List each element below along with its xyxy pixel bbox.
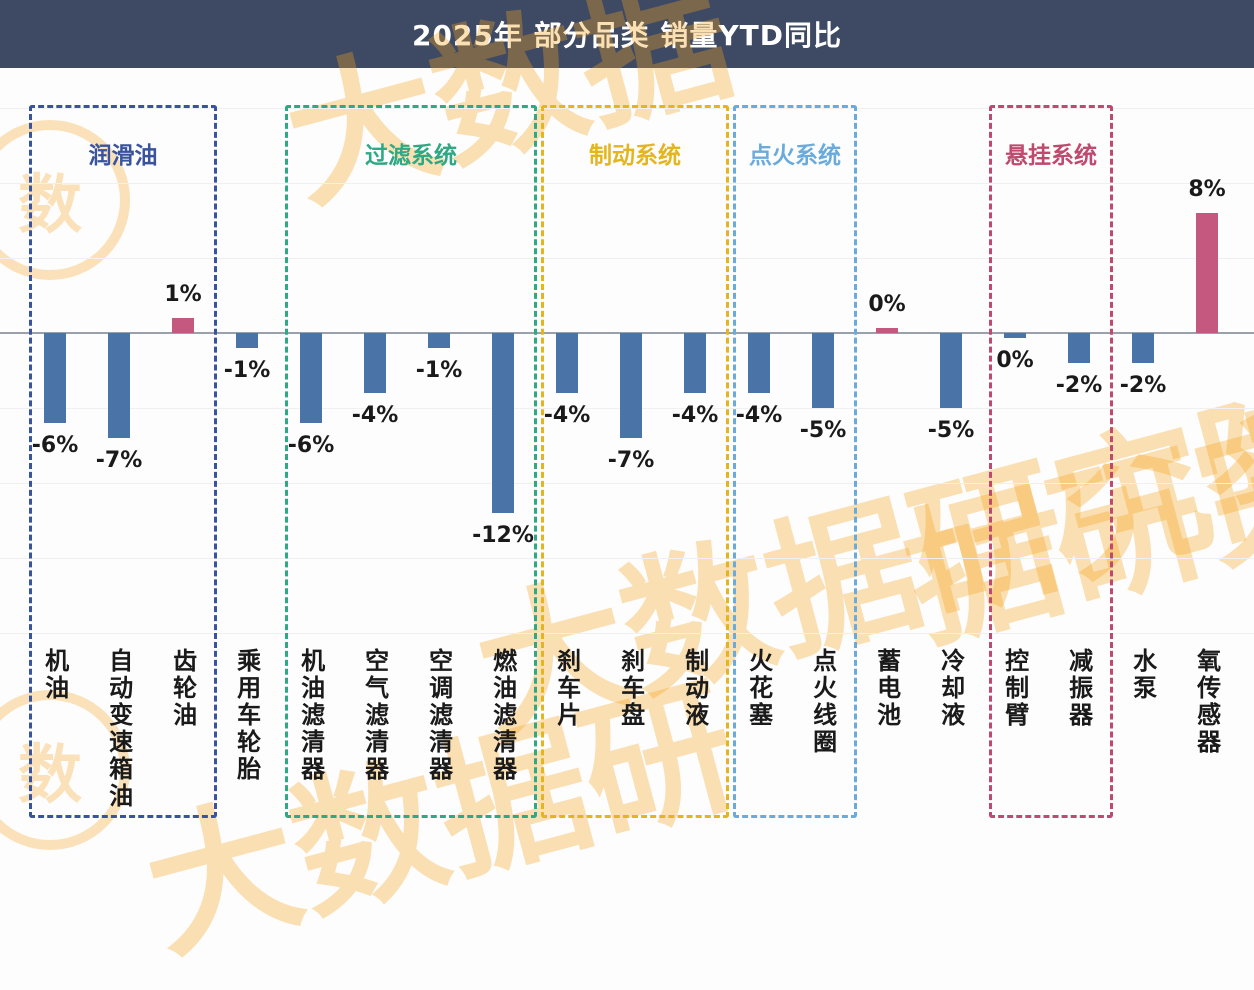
- bar-value-label: -4%: [351, 403, 399, 428]
- bar-value-label: -5%: [799, 418, 847, 443]
- category-label: 冷却液: [936, 648, 965, 729]
- bar: [364, 333, 386, 393]
- bar-value-label: -6%: [287, 433, 335, 458]
- category-label: 火花塞: [744, 648, 773, 729]
- gridline: [0, 108, 1254, 109]
- category-label: 减振器: [1064, 648, 1093, 729]
- bar: [940, 333, 962, 408]
- bar-value-label: -12%: [472, 523, 534, 548]
- bar: [812, 333, 834, 408]
- bar: [108, 333, 130, 438]
- category-label: 刹车片: [552, 648, 581, 729]
- category-label: 空调滤清器: [424, 648, 453, 783]
- bar-value-label: -2%: [1119, 373, 1167, 398]
- bar: [44, 333, 66, 423]
- bar: [1068, 333, 1090, 363]
- bar: [1004, 333, 1026, 338]
- category-label: 乘用车轮胎: [232, 648, 261, 783]
- bar-value-label: 1%: [164, 282, 202, 307]
- bar: [1132, 333, 1154, 363]
- group-label: 过滤系统: [365, 143, 457, 169]
- category-label: 刹车盘: [616, 648, 645, 729]
- category-label: 机油: [40, 648, 69, 702]
- bar: [236, 333, 258, 348]
- page-title: 2025年 部分品类 销量YTD同比: [411, 19, 843, 52]
- group-box: 点火系统: [733, 105, 857, 818]
- bar-value-label: -4%: [671, 403, 719, 428]
- bar: [556, 333, 578, 393]
- bar-value-label: 8%: [1188, 177, 1226, 202]
- category-label: 燃油滤清器: [488, 648, 517, 783]
- group-label: 点火系统: [749, 143, 841, 169]
- category-label: 机油滤清器: [296, 648, 325, 783]
- bar-value-label: -6%: [31, 433, 79, 458]
- bar: [1196, 213, 1218, 333]
- group-box: 制动系统: [541, 105, 729, 818]
- bar: [684, 333, 706, 393]
- category-label: 自动变速箱油: [104, 648, 133, 810]
- gridline: [0, 483, 1254, 484]
- category-label: 氧传感器: [1192, 648, 1221, 756]
- bar: [748, 333, 770, 393]
- bar-value-label: -1%: [223, 358, 271, 383]
- gridline: [0, 558, 1254, 559]
- category-label: 控制臂: [1000, 648, 1029, 729]
- group-label: 悬挂系统: [1005, 143, 1097, 169]
- category-label: 水泵: [1128, 648, 1157, 702]
- category-label: 空气滤清器: [360, 648, 389, 783]
- title-bar: 2025年 部分品类 销量YTD同比: [0, 0, 1254, 68]
- bar-value-label: -4%: [543, 403, 591, 428]
- group-box: 悬挂系统: [989, 105, 1113, 818]
- bar-value-label: 0%: [868, 292, 906, 317]
- bar-chart: 润滑油 过滤系统 制动系统 点火系统 悬挂系统 -6% 机油 -7% 自动变速箱油 1% 齿轮油 -1…: [0, 105, 1254, 818]
- group-box: 过滤系统: [285, 105, 537, 818]
- gridline: [0, 258, 1254, 259]
- category-label: 齿轮油: [168, 648, 197, 729]
- category-label: 点火线圈: [808, 648, 837, 756]
- bar: [876, 328, 898, 333]
- bar-value-label: -4%: [735, 403, 783, 428]
- bar-value-label: -1%: [415, 358, 463, 383]
- bar: [428, 333, 450, 348]
- category-label: 制动液: [680, 648, 709, 729]
- group-label: 制动系统: [589, 143, 681, 169]
- category-label: 蓄电池: [872, 648, 901, 729]
- bar-value-label: -7%: [95, 448, 143, 473]
- bar: [492, 333, 514, 513]
- bar-value-label: 0%: [996, 348, 1034, 373]
- bar: [172, 318, 194, 333]
- gridline: [0, 633, 1254, 634]
- bar-value-label: -2%: [1055, 373, 1103, 398]
- group-label: 润滑油: [88, 143, 158, 169]
- bar: [300, 333, 322, 423]
- bar: [620, 333, 642, 438]
- bar-value-label: -5%: [927, 418, 975, 443]
- gridline: [0, 183, 1254, 184]
- group-box: 润滑油: [29, 105, 217, 818]
- bar-value-label: -7%: [607, 448, 655, 473]
